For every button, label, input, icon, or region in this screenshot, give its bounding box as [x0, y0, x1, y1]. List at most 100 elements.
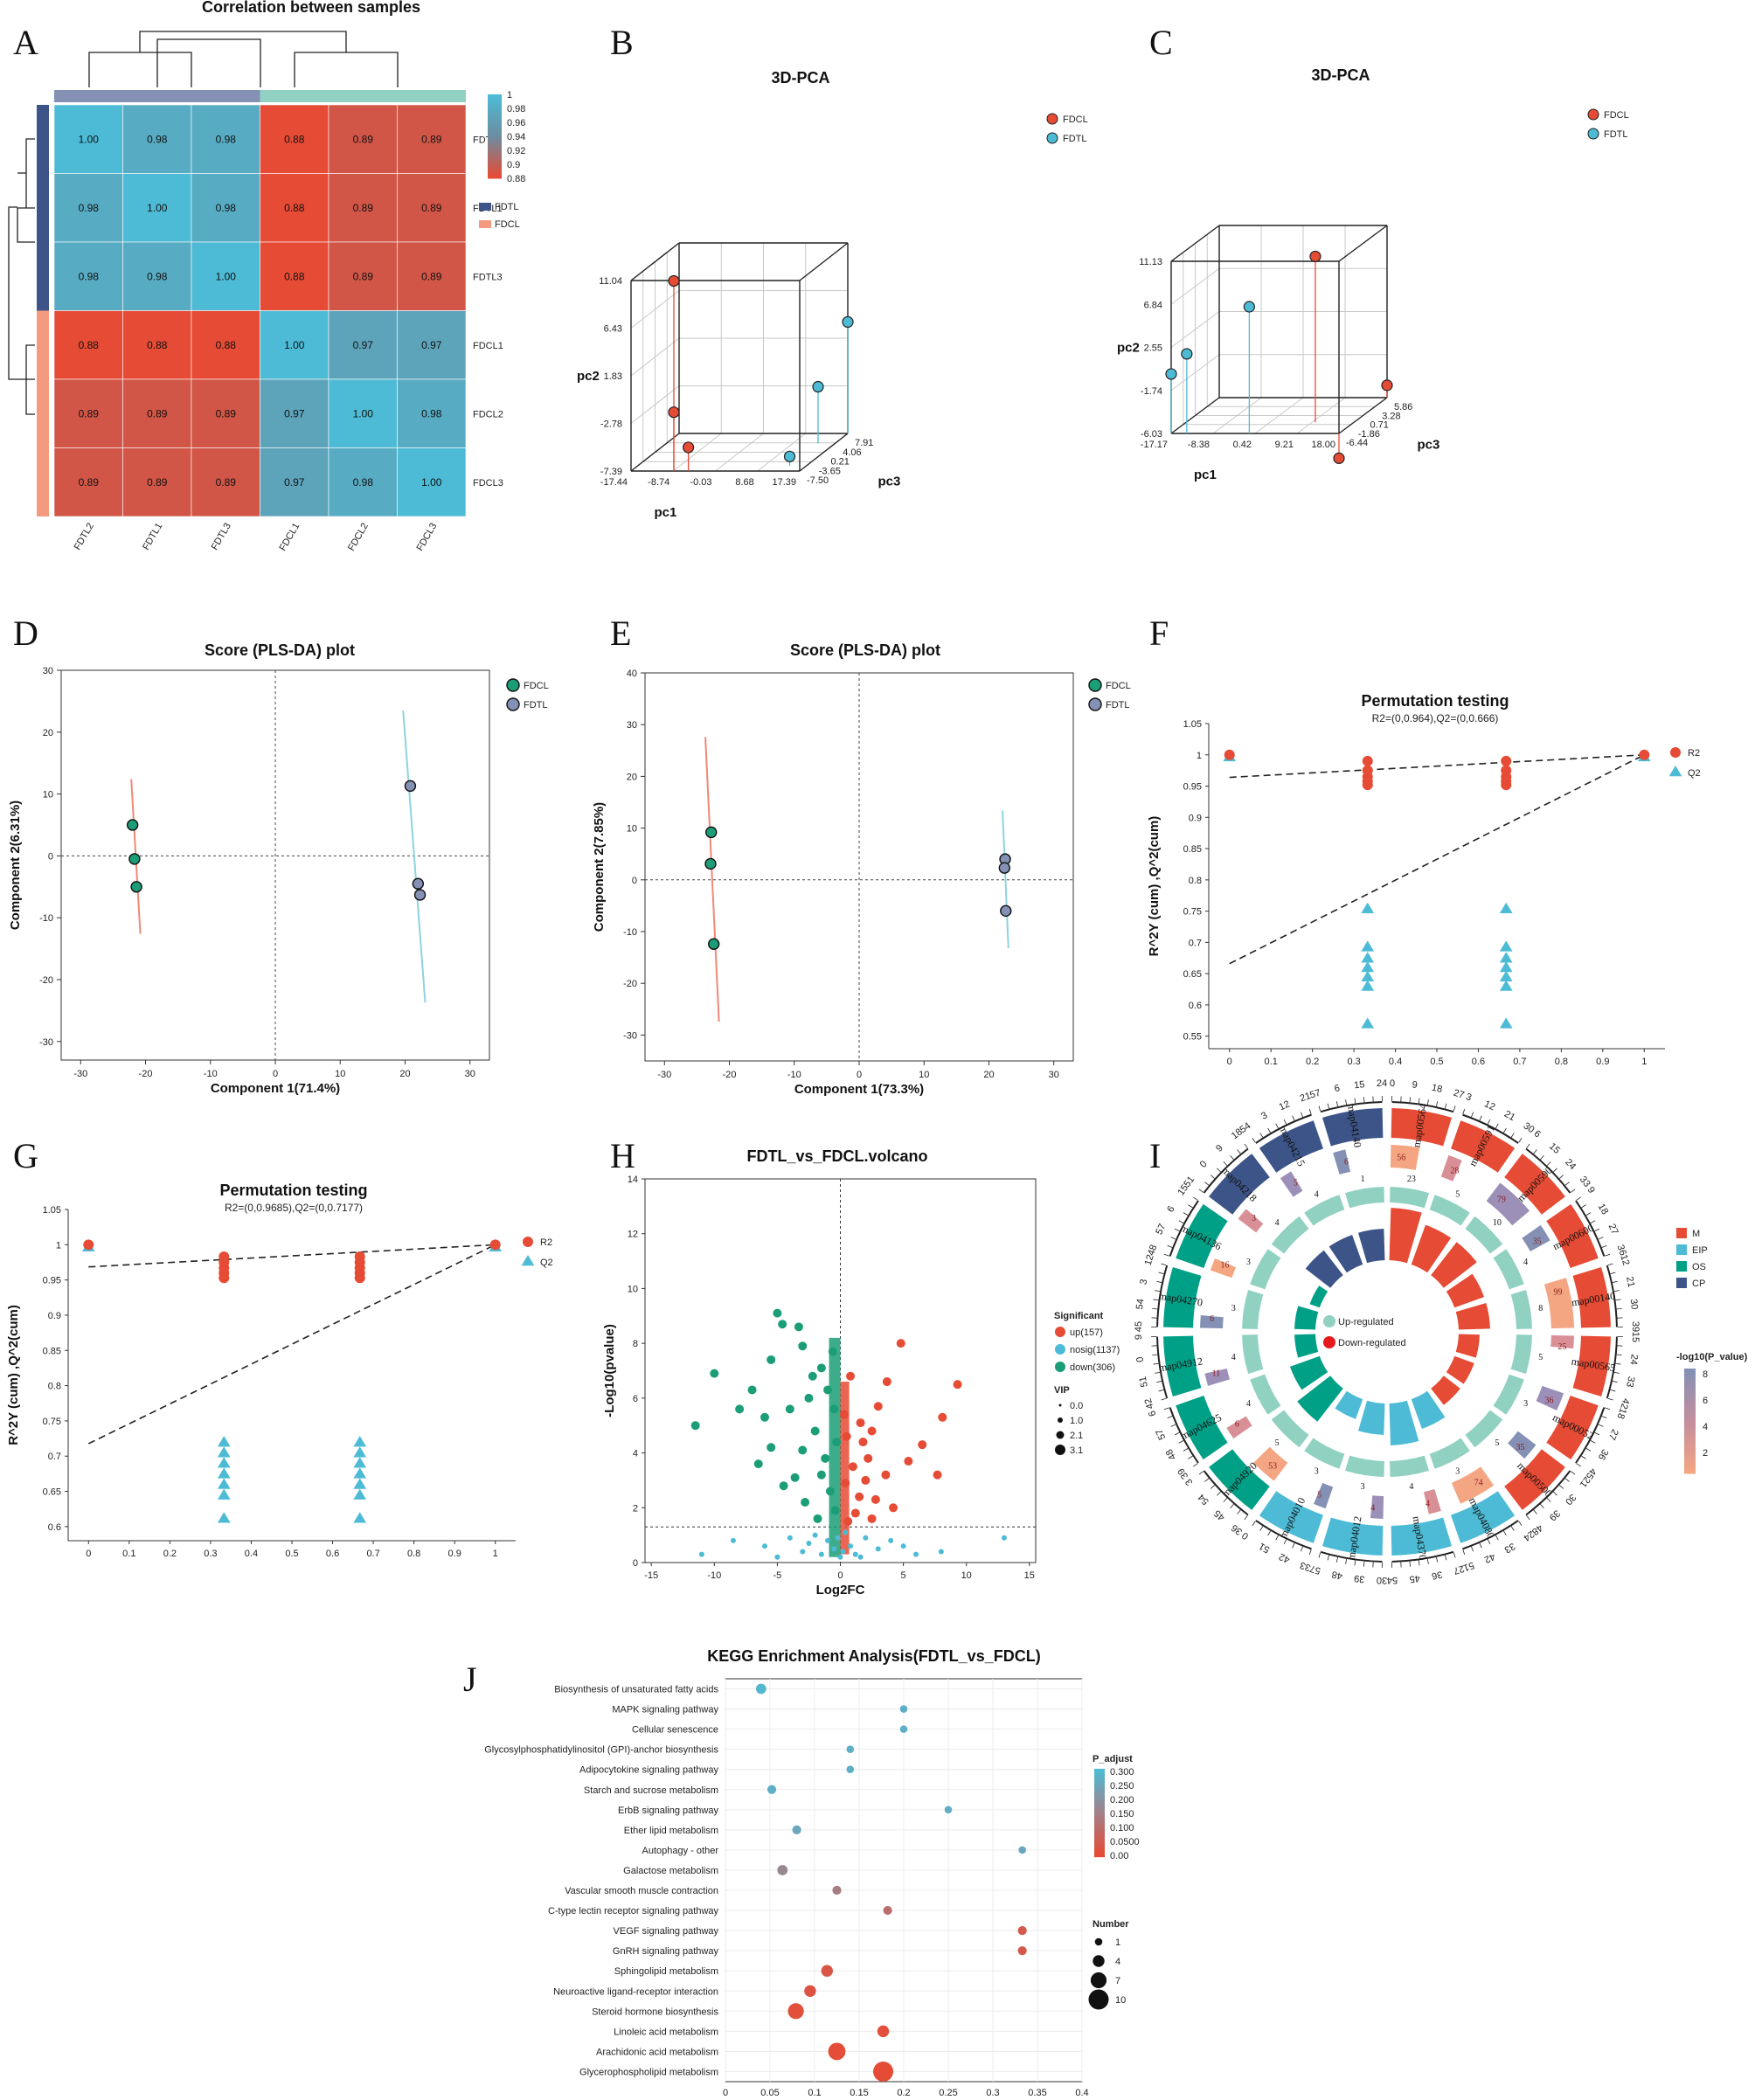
pathway-point [767, 1785, 777, 1794]
outer-tick-label: 39 [1176, 1466, 1190, 1481]
outer-tick-ring [1606, 1265, 1618, 1327]
y-tick-label: 0.8 [48, 1382, 61, 1392]
outer-tick [1526, 1143, 1530, 1148]
outer-tick [1345, 1558, 1348, 1564]
y-tick-label: 10 [43, 790, 53, 800]
heatmap-cell-label: 0.97 [284, 407, 305, 419]
x-tick-label: 30 [1049, 1070, 1059, 1080]
outer-tick-label: 45 [1134, 1321, 1144, 1332]
gene-count-ring-segment [1390, 1187, 1429, 1209]
gene-count-ring-segment [1510, 1290, 1532, 1329]
outer-tick [1155, 1290, 1161, 1293]
outer-tick [1244, 1143, 1248, 1148]
gene-count-label: 4 [1315, 1189, 1319, 1199]
legend-marker-q2 [1668, 766, 1682, 777]
outer-tick-label: 45 [1409, 1573, 1421, 1584]
category-ring-segment [1176, 1396, 1228, 1460]
outer-tick [1230, 1503, 1234, 1508]
legend-marker [506, 678, 520, 692]
size-legend-title: Number [1093, 1919, 1129, 1930]
y-tick-label: 20 [627, 772, 637, 782]
outer-tick [1292, 1542, 1295, 1549]
pca-b-title: 3D-PCA [771, 69, 829, 87]
outer-tick [1193, 1196, 1198, 1201]
colorbar-segment [488, 115, 502, 119]
pca-pc3-tick: 3.28 [1382, 411, 1400, 421]
nosig-point [812, 1532, 818, 1538]
colorbar-segment [488, 147, 502, 150]
pca-legend-label: FDCL [1063, 114, 1088, 125]
nosig-point [831, 1546, 837, 1552]
pvalue-colorbar-segment [1684, 1386, 1696, 1390]
heatmap-cell [397, 447, 467, 517]
outer-tick [1167, 1244, 1173, 1248]
heatmap-row-label: FDCL3 [473, 478, 503, 489]
outer-tick [1610, 1272, 1616, 1274]
background-count-segment [1204, 1368, 1231, 1386]
outer-tick [1510, 1133, 1515, 1138]
pca-pc2-tick: 11.04 [599, 276, 622, 287]
category-legend-label: M [1692, 1229, 1700, 1239]
colorbar-segment [488, 97, 502, 100]
regulation-bar [1328, 1234, 1363, 1273]
colorbar-segment [488, 102, 502, 106]
heatmap-cell [260, 104, 329, 174]
up-point [867, 1514, 877, 1523]
size-legend-marker [1093, 1955, 1105, 1967]
category-ring-segment [1572, 1335, 1611, 1397]
q2-point [217, 1478, 231, 1489]
background-count-segment [1508, 1431, 1536, 1459]
heatmap-row-label: FDCL1 [473, 341, 503, 351]
outer-tick [1581, 1455, 1586, 1459]
outer-tick [1198, 1189, 1204, 1193]
heatmap-cell [260, 310, 329, 380]
regulation-bar [1455, 1334, 1480, 1358]
r2-point [1639, 749, 1650, 760]
outer-tick [1204, 1182, 1210, 1186]
heatmap-cell-label: 1.00 [216, 270, 237, 282]
category-legend-swatch [1676, 1244, 1687, 1255]
color-legend-tick: 0.300 [1110, 1767, 1134, 1778]
colorbar-segment [488, 139, 502, 142]
gene-count-ring-segment [1250, 1249, 1281, 1290]
down-point [710, 1369, 719, 1378]
vip-legend-marker [1055, 1445, 1065, 1455]
background-count-segment [1451, 1466, 1495, 1504]
y-tick-label: 10 [628, 1284, 638, 1294]
pathway-label: Autophagy - other [642, 1846, 719, 1856]
outer-tick [1594, 1228, 1600, 1232]
outer-tick-label: 45 [1584, 1466, 1599, 1481]
outer-tick [1552, 1491, 1557, 1496]
down-point [816, 1470, 826, 1480]
x-tick-label: 0.2 [163, 1549, 177, 1559]
outer-tick-label: 42 [1278, 1551, 1292, 1565]
pathway-label: Arachidonic acid metabolism [596, 2047, 718, 2057]
q2-point [1499, 940, 1513, 952]
legend-marker-r2 [523, 1237, 533, 1247]
outer-tick [1487, 1539, 1491, 1545]
down-point [808, 1371, 817, 1381]
y-tick-label: 1.05 [1183, 719, 1202, 730]
down-point [798, 1445, 808, 1455]
colorbar-segment [488, 149, 502, 153]
outer-tick-label: 42 [1482, 1551, 1496, 1565]
outer-tick-ring [1169, 1200, 1199, 1257]
panel-f-permutation: Permutation testing R2=(0,0.964),Q2=(0,0… [1147, 692, 1701, 1067]
down-point [832, 1438, 842, 1447]
regulation-bar [1431, 1242, 1477, 1288]
panel-h-volcano: FDTL_vs_FDCL.volcano -15 -10 -5 0 5 10 15 0 2 4 6 8… [602, 1147, 1120, 1598]
x-tick-label: 0 [837, 1570, 843, 1581]
row-group-bar-fdtl [37, 105, 49, 311]
score-point [412, 877, 425, 890]
color-legend-tick: 0.250 [1110, 1781, 1134, 1792]
gene-count-label: 3 [1231, 1304, 1236, 1313]
y-tick-label: 8 [633, 1339, 638, 1349]
outer-tick [1252, 1521, 1256, 1526]
outer-tick [1163, 1253, 1169, 1257]
outer-tick-label: 9 [1412, 1079, 1418, 1091]
gene-count-ring-segment [1390, 1455, 1429, 1477]
outer-tick [1183, 1448, 1189, 1452]
panel-letter-i: I [1149, 1136, 1161, 1175]
down-point [798, 1341, 808, 1351]
nosig-point [835, 1535, 841, 1541]
